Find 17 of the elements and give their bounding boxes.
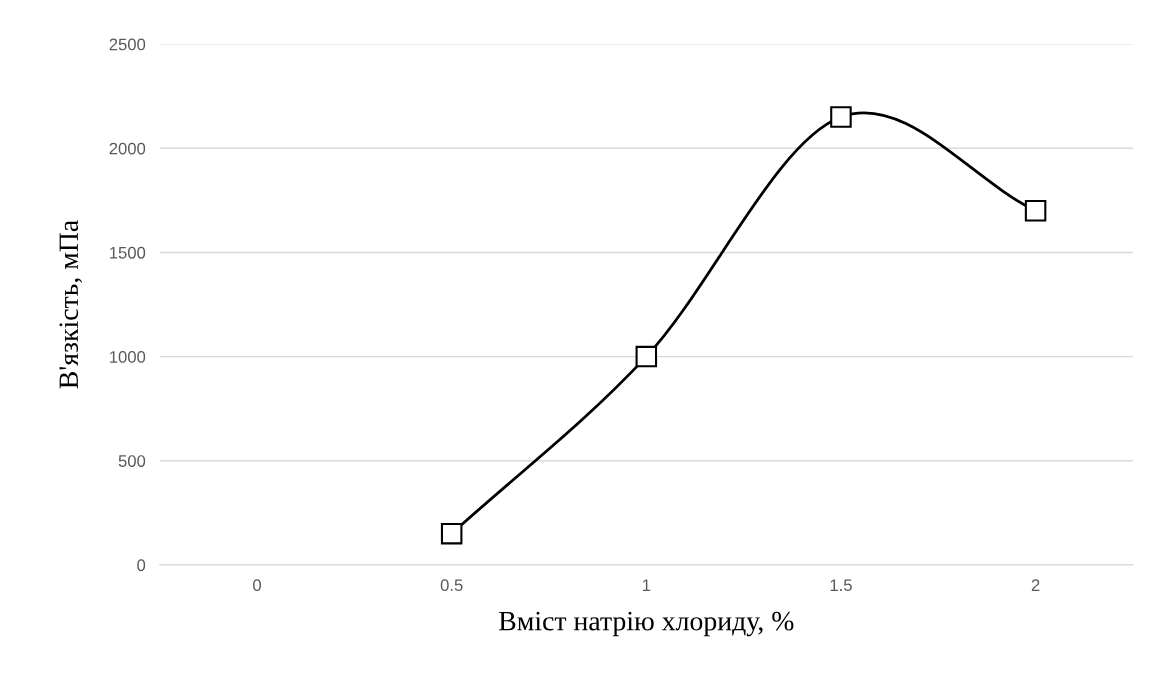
point xyxy=(830,106,852,128)
y-tick-label: 0 xyxy=(137,559,146,572)
y-tick-label: 2500 xyxy=(109,38,146,51)
y-tick-label: 1500 xyxy=(110,246,146,259)
point xyxy=(440,522,463,545)
x-tick-label: 1 xyxy=(642,579,651,591)
x-tick-label: 2 xyxy=(1031,579,1040,591)
y-tick-label: 1000 xyxy=(110,351,146,363)
x-tick-label: 0.5 xyxy=(440,579,463,592)
x-axis-title: Вміст натрію хлориду, % xyxy=(499,611,794,637)
x-tick-label: 0 xyxy=(253,579,262,592)
point xyxy=(635,345,658,368)
x-tick-label: 1.5 xyxy=(830,579,852,592)
y-tick-label: 500 xyxy=(118,455,146,467)
point xyxy=(1024,200,1047,222)
y-tick-label: 2000 xyxy=(109,142,146,155)
y-axis-title: В'язкість, мПа xyxy=(59,220,83,389)
